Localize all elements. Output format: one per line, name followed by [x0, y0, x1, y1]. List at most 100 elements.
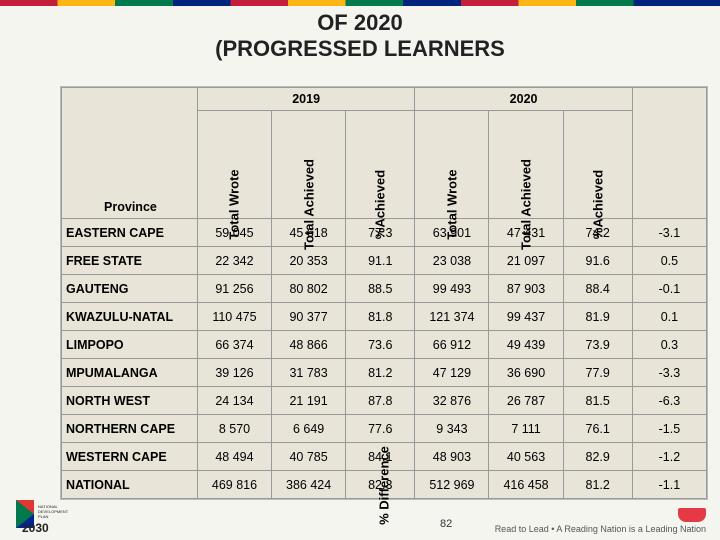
cell-a2: 36 690 [489, 359, 563, 387]
cell-a1: 6 649 [272, 415, 346, 443]
cell-a1: 80 802 [272, 275, 346, 303]
cell-p1: 88.5 [346, 275, 415, 303]
cell-a1: 40 785 [272, 443, 346, 471]
col-header-difference: % Difference [632, 88, 706, 219]
year-header-2020: 2020 [415, 88, 632, 111]
cell-a2: 416 458 [489, 471, 563, 499]
cell-p: NORTH WEST [62, 387, 198, 415]
page-number: 82 [440, 518, 452, 530]
cell-p: FREE STATE [62, 247, 198, 275]
title-line-2: (PROGRESSED LEARNERS [0, 36, 720, 62]
col-header-wrote-2019: Total Wrote [197, 111, 271, 219]
cell-p2: 81.2 [563, 471, 632, 499]
cell-d: -1.2 [632, 443, 706, 471]
cell-d: -3.1 [632, 219, 706, 247]
results-table: Province 2019 2020 % Difference Total Wr… [61, 87, 707, 499]
cell-w2: 48 903 [415, 443, 489, 471]
cell-a2: 26 787 [489, 387, 563, 415]
table-row: FREE STATE22 34220 35391.123 03821 09791… [62, 247, 707, 275]
cell-p2: 73.9 [563, 331, 632, 359]
cell-a2: 7 111 [489, 415, 563, 443]
cell-p1: 87.8 [346, 387, 415, 415]
cell-p: KWAZULU-NATAL [62, 303, 198, 331]
cell-w2: 99 493 [415, 275, 489, 303]
cell-d: 0.3 [632, 331, 706, 359]
col-header-wrote-2020: Total Wrote [415, 111, 489, 219]
cell-d: 0.5 [632, 247, 706, 275]
cell-p1: 73.6 [346, 331, 415, 359]
cell-p1: 77.6 [346, 415, 415, 443]
cell-p2: 77.9 [563, 359, 632, 387]
col-header-province: Province [62, 88, 198, 219]
cell-w1: 48 494 [197, 443, 271, 471]
cell-w2: 47 129 [415, 359, 489, 387]
cell-w1: 39 126 [197, 359, 271, 387]
cell-a1: 48 866 [272, 331, 346, 359]
table-row: GAUTENG91 25680 80288.599 49387 90388.4-… [62, 275, 707, 303]
cell-d: -1.1 [632, 471, 706, 499]
cell-a2: 21 097 [489, 247, 563, 275]
cell-w2: 66 912 [415, 331, 489, 359]
page-title: OF 2020 (PROGRESSED LEARNERS [0, 0, 720, 63]
cell-w1: 66 374 [197, 331, 271, 359]
cell-a2: 49 439 [489, 331, 563, 359]
cell-p: NATIONAL [62, 471, 198, 499]
cell-a1: 90 377 [272, 303, 346, 331]
cell-p2: 88.4 [563, 275, 632, 303]
col-header-pct-2019: %Achieved [346, 111, 415, 219]
cell-p: LIMPOPO [62, 331, 198, 359]
cell-d: 0.1 [632, 303, 706, 331]
ndp-2030-logo: NATIONAL DEVELOPMENT PLAN 2030 [14, 498, 78, 534]
cell-w2: 121 374 [415, 303, 489, 331]
col-header-pct-2020: %Achieved [563, 111, 632, 219]
book-icon [678, 508, 706, 522]
col-header-achieved-2019: Total Achieved [272, 111, 346, 219]
svg-text:2030: 2030 [22, 521, 49, 534]
cell-w1: 469 816 [197, 471, 271, 499]
read-to-lead-logo: Read to Lead • A Reading Nation is a Lea… [495, 508, 706, 534]
cell-w1: 110 475 [197, 303, 271, 331]
cell-p: EASTERN CAPE [62, 219, 198, 247]
cell-w2: 23 038 [415, 247, 489, 275]
cell-w2: 512 969 [415, 471, 489, 499]
table-row: NORTHERN CAPE8 5706 64977.69 3437 11176.… [62, 415, 707, 443]
table-row: KWAZULU-NATAL110 47590 37781.8121 37499 … [62, 303, 707, 331]
table-row: NORTH WEST24 13421 19187.832 87626 78781… [62, 387, 707, 415]
col-header-achieved-2020: Total Achieved [489, 111, 563, 219]
top-color-stripe [0, 0, 720, 6]
cell-p1: 81.8 [346, 303, 415, 331]
table-row: LIMPOPO66 37448 86673.666 91249 43973.90… [62, 331, 707, 359]
cell-p1: 81.2 [346, 359, 415, 387]
page-footer: NATIONAL DEVELOPMENT PLAN 2030 82 Read t… [0, 496, 720, 536]
cell-p: GAUTENG [62, 275, 198, 303]
cell-a1: 31 783 [272, 359, 346, 387]
cell-w1: 8 570 [197, 415, 271, 443]
cell-a2: 87 903 [489, 275, 563, 303]
cell-a1: 21 191 [272, 387, 346, 415]
cell-p2: 81.5 [563, 387, 632, 415]
cell-p2: 81.9 [563, 303, 632, 331]
cell-p: MPUMALANGA [62, 359, 198, 387]
results-table-container: Province 2019 2020 % Difference Total Wr… [60, 86, 708, 500]
cell-a1: 20 353 [272, 247, 346, 275]
year-header-2019: 2019 [197, 88, 414, 111]
cell-d: -6.3 [632, 387, 706, 415]
cell-w1: 22 342 [197, 247, 271, 275]
cell-d: -0.1 [632, 275, 706, 303]
cell-a2: 40 563 [489, 443, 563, 471]
right-tagline: Read to Lead • A Reading Nation is a Lea… [495, 524, 706, 534]
title-line-1: OF 2020 [0, 10, 720, 36]
cell-w2: 32 876 [415, 387, 489, 415]
cell-w1: 24 134 [197, 387, 271, 415]
cell-p: WESTERN CAPE [62, 443, 198, 471]
cell-p2: 82.9 [563, 443, 632, 471]
table-row: MPUMALANGA39 12631 78381.247 12936 69077… [62, 359, 707, 387]
cell-p2: 76.1 [563, 415, 632, 443]
cell-p: NORTHERN CAPE [62, 415, 198, 443]
svg-text:PLAN: PLAN [38, 514, 49, 519]
cell-w1: 91 256 [197, 275, 271, 303]
cell-d: -3.3 [632, 359, 706, 387]
cell-p1: 91.1 [346, 247, 415, 275]
cell-a1: 386 424 [272, 471, 346, 499]
cell-p2: 91.6 [563, 247, 632, 275]
